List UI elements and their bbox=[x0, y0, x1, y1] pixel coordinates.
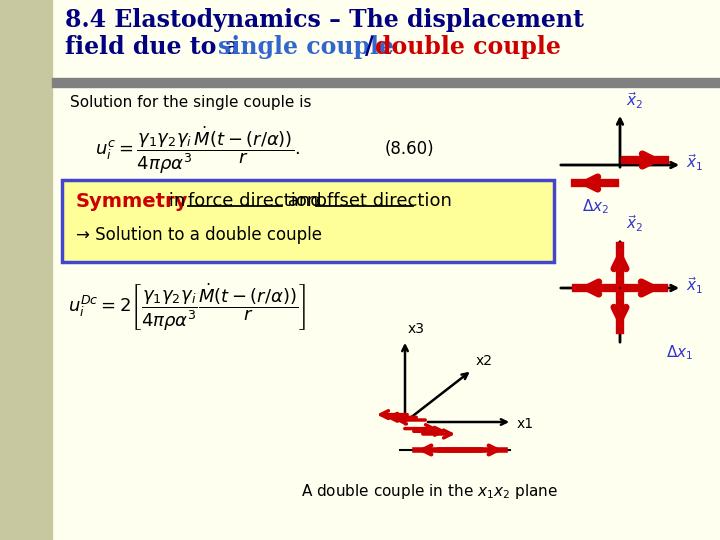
Text: → Solution to a double couple: → Solution to a double couple bbox=[76, 226, 322, 244]
Text: $\vec{x}_1$: $\vec{x}_1$ bbox=[686, 276, 703, 296]
Text: and: and bbox=[282, 192, 328, 210]
Text: (8.60): (8.60) bbox=[385, 140, 435, 158]
Text: $\vec{x}_2$: $\vec{x}_2$ bbox=[626, 90, 643, 111]
Text: x2: x2 bbox=[476, 354, 493, 368]
Text: $u_i^c = \dfrac{\gamma_1 \gamma_2 \gamma_i}{4\pi\rho\alpha^3} \dfrac{\dot{M}(t-(: $u_i^c = \dfrac{\gamma_1 \gamma_2 \gamma… bbox=[95, 125, 300, 176]
Text: $u_i^{Dc} = 2\left[\dfrac{\gamma_1 \gamma_2 \gamma_i}{4\pi\rho\alpha^3} \dfrac{\: $u_i^{Dc} = 2\left[\dfrac{\gamma_1 \gamm… bbox=[68, 282, 306, 333]
Text: double couple: double couple bbox=[375, 35, 561, 59]
Bar bbox=[0, 0, 52, 540]
Text: 8.4 Elastodynamics – The displacement: 8.4 Elastodynamics – The displacement bbox=[65, 8, 584, 32]
Text: Solution for the single couple is: Solution for the single couple is bbox=[70, 95, 312, 110]
Text: field due to a: field due to a bbox=[65, 35, 248, 59]
Text: Symmetry: Symmetry bbox=[76, 192, 189, 211]
Text: $\Delta x_1$: $\Delta x_1$ bbox=[666, 343, 693, 362]
Text: /: / bbox=[365, 35, 374, 59]
Text: x3: x3 bbox=[408, 322, 425, 336]
Text: x1: x1 bbox=[517, 417, 534, 431]
Bar bbox=[52, 78, 720, 87]
Text: $\Delta x_2$: $\Delta x_2$ bbox=[582, 197, 609, 215]
Text: in: in bbox=[163, 192, 191, 210]
Text: A double couple in the $x_1x_2$ plane: A double couple in the $x_1x_2$ plane bbox=[302, 482, 559, 501]
Text: $\vec{x}_2$: $\vec{x}_2$ bbox=[626, 213, 643, 234]
Text: offset direction: offset direction bbox=[316, 192, 452, 210]
Text: single couple: single couple bbox=[218, 35, 394, 59]
Text: $\vec{x}_1$: $\vec{x}_1$ bbox=[686, 153, 703, 173]
Text: force direction: force direction bbox=[188, 192, 318, 210]
Bar bbox=[62, 180, 554, 262]
